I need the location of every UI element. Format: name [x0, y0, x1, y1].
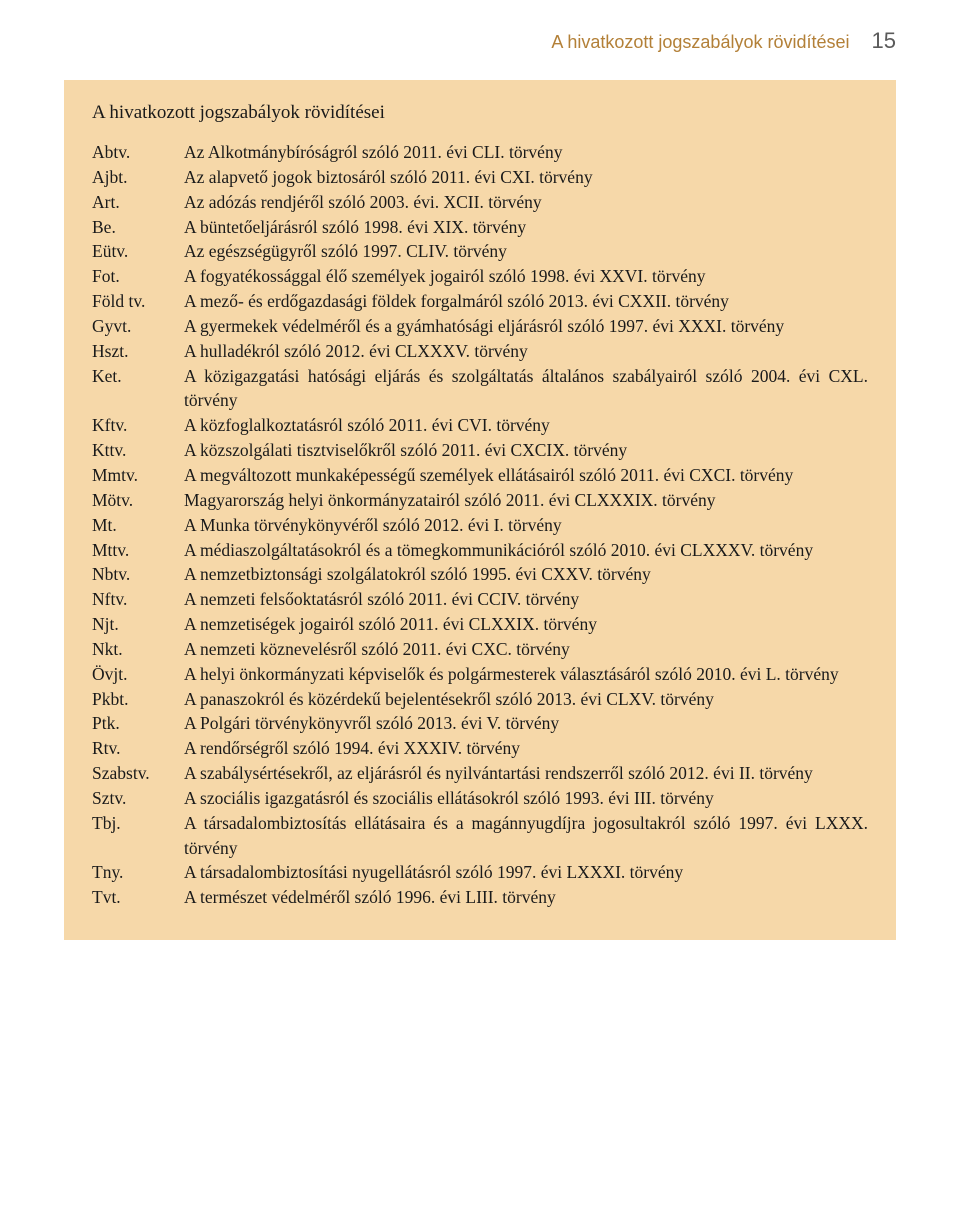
page-number: 15 — [872, 28, 896, 54]
abbreviation-description: A közfoglalkoztatásról szóló 2011. évi C… — [184, 413, 868, 438]
abbreviation-entry: Nbtv.A nemzetbiztonsági szolgálatokról s… — [92, 562, 868, 587]
abbreviation-entry: Pkbt.A panaszokról és közérdekű bejelent… — [92, 687, 868, 712]
abbreviation-term: Tny. — [92, 860, 184, 885]
abbreviation-term: Föld tv. — [92, 289, 184, 314]
abbreviation-description: Az adózás rendjéről szóló 2003. évi. XCI… — [184, 190, 868, 215]
abbreviation-term: Eütv. — [92, 239, 184, 264]
abbreviation-term: Tbj. — [92, 811, 184, 836]
abbreviation-term: Rtv. — [92, 736, 184, 761]
abbreviation-term: Be. — [92, 215, 184, 240]
abbreviation-list: Abtv.Az Alkotmánybíróságról szóló 2011. … — [92, 140, 868, 910]
abbreviation-description: A szociális igazgatásról és szociális el… — [184, 786, 868, 811]
abbreviation-description: A nemzetbiztonsági szolgálatokról szóló … — [184, 562, 868, 587]
abbreviation-description: Magyarország helyi önkormányzatairól szó… — [184, 488, 868, 513]
abbreviation-description: A nemzeti felsőoktatásról szóló 2011. év… — [184, 587, 868, 612]
abbreviation-entry: Kftv.A közfoglalkoztatásról szóló 2011. … — [92, 413, 868, 438]
abbreviation-term: Pkbt. — [92, 687, 184, 712]
abbreviation-term: Mötv. — [92, 488, 184, 513]
abbreviation-entry: Szabstv.A szabálysértésekről, az eljárás… — [92, 761, 868, 786]
abbreviation-description: A megváltozott munkaképességű személyek … — [184, 463, 868, 488]
abbreviation-term: Nftv. — [92, 587, 184, 612]
abbreviation-entry: Mmtv.A megváltozott munkaképességű szemé… — [92, 463, 868, 488]
abbreviation-term: Mttv. — [92, 538, 184, 563]
abbreviation-description: A panaszokról és közérdekű bejelentésekr… — [184, 687, 868, 712]
abbreviation-term: Nkt. — [92, 637, 184, 662]
abbreviation-entry: Eütv.Az egészségügyről szóló 1997. CLIV.… — [92, 239, 868, 264]
abbreviation-entry: Mttv.A médiaszolgáltatásokról és a tömeg… — [92, 538, 868, 563]
page: A hivatkozott jogszabályok rövidítései 1… — [0, 0, 960, 980]
abbreviation-description: A társadalombiztosítási nyugellátásról s… — [184, 860, 868, 885]
abbreviation-term: Art. — [92, 190, 184, 215]
abbreviation-term: Abtv. — [92, 140, 184, 165]
abbreviation-entry: Njt.A nemzetiségek jogairól szóló 2011. … — [92, 612, 868, 637]
abbreviation-entry: Art.Az adózás rendjéről szóló 2003. évi.… — [92, 190, 868, 215]
abbreviation-entry: Mt.A Munka törvénykönyvéről szóló 2012. … — [92, 513, 868, 538]
abbreviation-description: A társadalombiztosítás ellátásaira és a … — [184, 811, 868, 861]
abbreviation-description: A Polgári törvénykönyvről szóló 2013. év… — [184, 711, 868, 736]
abbreviation-term: Ket. — [92, 364, 184, 389]
abbreviation-description: A helyi önkormányzati képviselők és polg… — [184, 662, 868, 687]
abbreviation-term: Mt. — [92, 513, 184, 538]
abbreviation-description: A Munka törvénykönyvéről szóló 2012. évi… — [184, 513, 868, 538]
abbreviation-description: A hulladékról szóló 2012. évi CLXXXV. tö… — [184, 339, 868, 364]
abbreviation-entry: Ptk.A Polgári törvénykönyvről szóló 2013… — [92, 711, 868, 736]
abbreviation-description: A büntetőeljárásról szóló 1998. évi XIX.… — [184, 215, 868, 240]
section-title: A hivatkozott jogszabályok rövidítései — [92, 102, 868, 124]
abbreviation-description: A közigazgatási hatósági eljárás és szol… — [184, 364, 868, 414]
abbreviation-description: Az egészségügyről szóló 1997. CLIV. törv… — [184, 239, 868, 264]
abbreviation-description: A fogyatékossággal élő személyek jogairó… — [184, 264, 868, 289]
abbreviation-term: Njt. — [92, 612, 184, 637]
abbreviation-term: Nbtv. — [92, 562, 184, 587]
abbreviation-term: Gyvt. — [92, 314, 184, 339]
abbreviation-description: A természet védelméről szóló 1996. évi L… — [184, 885, 868, 910]
abbreviation-entry: Föld tv.A mező- és erdőgazdasági földek … — [92, 289, 868, 314]
page-header: A hivatkozott jogszabályok rövidítései 1… — [64, 28, 896, 54]
content-box: A hivatkozott jogszabályok rövidítései A… — [64, 80, 896, 940]
abbreviation-term: Szabstv. — [92, 761, 184, 786]
abbreviation-entry: Övjt.A helyi önkormányzati képviselők és… — [92, 662, 868, 687]
header-title: A hivatkozott jogszabályok rövidítései — [551, 32, 849, 53]
abbreviation-entry: Nftv.A nemzeti felsőoktatásról szóló 201… — [92, 587, 868, 612]
abbreviation-description: Az Alkotmánybíróságról szóló 2011. évi C… — [184, 140, 868, 165]
abbreviation-entry: Tny.A társadalombiztosítási nyugellátásr… — [92, 860, 868, 885]
abbreviation-entry: Tvt.A természet védelméről szóló 1996. é… — [92, 885, 868, 910]
abbreviation-entry: Fot.A fogyatékossággal élő személyek jog… — [92, 264, 868, 289]
abbreviation-entry: Rtv.A rendőrségről szóló 1994. évi XXXIV… — [92, 736, 868, 761]
abbreviation-term: Ptk. — [92, 711, 184, 736]
abbreviation-term: Ajbt. — [92, 165, 184, 190]
abbreviation-description: A közszolgálati tisztviselőkről szóló 20… — [184, 438, 868, 463]
abbreviation-description: A nemzeti köznevelésről szóló 2011. évi … — [184, 637, 868, 662]
abbreviation-description: A nemzetiségek jogairól szóló 2011. évi … — [184, 612, 868, 637]
abbreviation-description: A gyermekek védelméről és a gyámhatósági… — [184, 314, 868, 339]
abbreviation-description: A rendőrségről szóló 1994. évi XXXIV. tö… — [184, 736, 868, 761]
abbreviation-term: Övjt. — [92, 662, 184, 687]
abbreviation-term: Tvt. — [92, 885, 184, 910]
abbreviation-entry: Tbj.A társadalombiztosítás ellátásaira é… — [92, 811, 868, 861]
abbreviation-description: Az alapvető jogok biztosáról szóló 2011.… — [184, 165, 868, 190]
abbreviation-term: Mmtv. — [92, 463, 184, 488]
abbreviation-entry: Mötv.Magyarország helyi önkormányzatairó… — [92, 488, 868, 513]
abbreviation-term: Hszt. — [92, 339, 184, 364]
abbreviation-entry: Be.A büntetőeljárásról szóló 1998. évi X… — [92, 215, 868, 240]
abbreviation-entry: Ket.A közigazgatási hatósági eljárás és … — [92, 364, 868, 414]
abbreviation-description: A mező- és erdőgazdasági földek forgalmá… — [184, 289, 868, 314]
abbreviation-entry: Ajbt.Az alapvető jogok biztosáról szóló … — [92, 165, 868, 190]
abbreviation-entry: Kttv.A közszolgálati tisztviselőkről szó… — [92, 438, 868, 463]
abbreviation-term: Sztv. — [92, 786, 184, 811]
abbreviation-term: Kftv. — [92, 413, 184, 438]
abbreviation-entry: Sztv.A szociális igazgatásról és szociál… — [92, 786, 868, 811]
abbreviation-description: A szabálysértésekről, az eljárásról és n… — [184, 761, 868, 786]
abbreviation-term: Kttv. — [92, 438, 184, 463]
abbreviation-description: A médiaszolgáltatásokról és a tömegkommu… — [184, 538, 868, 563]
abbreviation-entry: Nkt.A nemzeti köznevelésről szóló 2011. … — [92, 637, 868, 662]
abbreviation-entry: Hszt.A hulladékról szóló 2012. évi CLXXX… — [92, 339, 868, 364]
abbreviation-entry: Abtv.Az Alkotmánybíróságról szóló 2011. … — [92, 140, 868, 165]
abbreviation-entry: Gyvt.A gyermekek védelméről és a gyámhat… — [92, 314, 868, 339]
abbreviation-term: Fot. — [92, 264, 184, 289]
